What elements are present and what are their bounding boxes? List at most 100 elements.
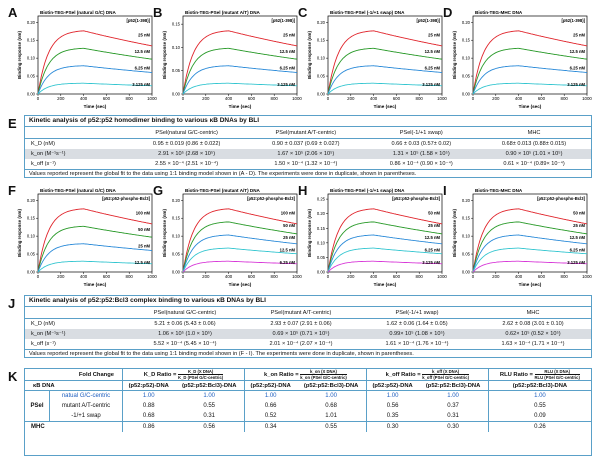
concentration-label: 25 nM bbox=[428, 223, 440, 228]
y-tick-label: 0.15 bbox=[317, 226, 326, 231]
sensorgram-curve bbox=[37, 47, 153, 95]
y-tick-label: 0.05 bbox=[462, 74, 471, 79]
table-cell: 1.62 ± 0.06 (1.64 ± 0.05) bbox=[386, 321, 448, 327]
sensorgram-curve bbox=[182, 247, 298, 273]
panel-letter-g: G bbox=[153, 183, 164, 198]
sub-header: (p52:p52)-DNA bbox=[122, 380, 175, 391]
sensorgram-curve bbox=[472, 247, 588, 273]
y-tick-label: 0.05 bbox=[317, 255, 326, 260]
table-row: MHC 0.86 0.56 0.34 0.55 0.30 0.30 0.26 bbox=[25, 421, 591, 432]
concentration-label: 3.125 nM bbox=[567, 82, 585, 87]
x-tick-label: 200 bbox=[202, 96, 210, 101]
concentration-label: 3.125 nM bbox=[422, 260, 440, 265]
x-tick-label: 0 bbox=[327, 274, 330, 279]
table-cell: 0.55 bbox=[296, 421, 367, 432]
bli-plot-svg: Biotin-TEG-MHC DNA [p52(1-398)] 0 200 400 600… bbox=[452, 10, 592, 109]
panel-letter-d: D bbox=[443, 5, 453, 20]
table-cell: 1.00 bbox=[243, 390, 297, 401]
plot-title: Biotin-TEG-PSel (natural G/C) DNA bbox=[40, 188, 116, 193]
row-name: -1/+1 swap bbox=[71, 413, 101, 419]
table-cell: 1.67 × 10⁵ (2.06 × 10⁵) bbox=[246, 149, 366, 159]
table-e-header: PSel(natural G/C-centric) bbox=[127, 127, 247, 139]
psel-group-label: PSel bbox=[25, 390, 50, 422]
concentration-label: 6.25 nM bbox=[425, 65, 441, 70]
y-tick-label: 0.15 bbox=[172, 22, 181, 27]
plot-frame bbox=[327, 15, 443, 95]
table-cell: 1.06 × 10⁵ (1.0 × 10⁵) bbox=[127, 329, 243, 339]
y-tick-label: 0.20 bbox=[462, 198, 471, 203]
sensorgram-curve bbox=[472, 208, 588, 273]
x-tick-label: 400 bbox=[80, 96, 88, 101]
table-j-header bbox=[25, 307, 127, 319]
concentration-label: 12.5 nM bbox=[280, 49, 296, 54]
concentration-label: 25 nM bbox=[138, 33, 150, 38]
concentration-label: 100 nM bbox=[281, 211, 296, 216]
koff-frac-top: k_off (X DNA) bbox=[422, 369, 470, 375]
table-cell: 0.68 bbox=[325, 403, 337, 409]
concentration-label: 25 nM bbox=[283, 33, 295, 38]
sub-header: (p52:p52:Bcl3)-DNA bbox=[174, 380, 245, 391]
sensorgram-curve bbox=[472, 65, 588, 95]
x-tick-label: 200 bbox=[57, 96, 65, 101]
plot-legend: [p52(1-398)] bbox=[416, 18, 440, 23]
y-tick-label: 0.05 bbox=[27, 252, 36, 257]
table-cell: 0.37 bbox=[447, 403, 459, 409]
concentration-label: 12.5 nM bbox=[135, 260, 151, 265]
plot-frame bbox=[327, 193, 443, 273]
sensorgram-curve bbox=[327, 208, 443, 273]
y-tick-label: 0.00 bbox=[462, 92, 471, 97]
x-tick-label: 600 bbox=[103, 96, 111, 101]
panel-letter-c: C bbox=[298, 5, 308, 20]
panel-letter-i: I bbox=[443, 183, 447, 198]
panel-letter-h: H bbox=[298, 183, 308, 198]
concentration-label: 12.5 nM bbox=[280, 248, 296, 253]
y-tick-label: 0.15 bbox=[317, 38, 326, 43]
table-row: K_D (nM) 0.95 ± 0.019 (0.86 ± 0.022) 0.90 … bbox=[25, 139, 591, 150]
sensorgram-curve bbox=[182, 47, 298, 95]
plot-title: Biotin-TEG-PSel (mutant A/T) DNA bbox=[185, 10, 261, 15]
table-cell: 0.35 bbox=[365, 411, 419, 422]
y-tick-label: 0.00 bbox=[172, 270, 181, 275]
x-tick-label: 0 bbox=[327, 96, 330, 101]
table-cell: 1.31 × 10⁵ (1.58 × 10⁵) bbox=[365, 149, 478, 159]
y-tick-label: 0.10 bbox=[27, 56, 36, 61]
table-cell: 1.01 bbox=[325, 413, 337, 419]
y-tick-label: 0.00 bbox=[317, 270, 326, 275]
table-cell: 1.00 bbox=[365, 390, 419, 401]
bli-plot-f: Biotin-TEG-PSel (natural G/C) DNA [p52:p5… bbox=[16, 184, 158, 288]
sensorgram-curve bbox=[37, 208, 153, 273]
bli-plot-h: Biotin-TEG-PSel (-1/+1 swap) DNA [p52:p52… bbox=[306, 184, 448, 288]
y-tick-label: 0.25 bbox=[317, 197, 326, 202]
sub-header: (p52:p52)-DNA bbox=[365, 380, 419, 391]
y-tick-label: 0.15 bbox=[462, 38, 471, 43]
y-tick-label: 0.20 bbox=[317, 20, 326, 25]
sensorgram-curve bbox=[327, 247, 443, 273]
x-tick-label: 200 bbox=[347, 96, 355, 101]
y-axis-label: Binding response (nm) bbox=[162, 31, 167, 79]
sensorgram-curve bbox=[182, 234, 298, 273]
y-tick-label: 0.00 bbox=[27, 92, 36, 97]
table-cell: 0.62× 10⁵ (0.52 × 10⁵) bbox=[475, 329, 591, 339]
sensorgram-curve bbox=[37, 243, 153, 273]
plot-frame bbox=[182, 193, 298, 273]
x-tick-label: 0 bbox=[37, 96, 40, 101]
table-k-corner: Fold Change bbox=[25, 369, 123, 381]
table-cell: 1.00 bbox=[487, 390, 591, 401]
x-axis-label: Time (sec) bbox=[229, 104, 252, 109]
plot-legend: [p52:p52-phospho-Bcl3] bbox=[537, 196, 586, 201]
x-tick-label: 600 bbox=[248, 274, 256, 279]
sensorgram-curve bbox=[182, 208, 298, 273]
table-cell: k_on (M⁻¹s⁻¹) bbox=[25, 149, 127, 159]
sensorgram-curve bbox=[327, 30, 443, 95]
bli-plot-b: Biotin-TEG-PSel (mutant A/T) DNA [p52(1-3… bbox=[161, 6, 303, 110]
table-cell: 0.30 bbox=[418, 421, 489, 432]
concentration-label: 100 nM bbox=[136, 211, 151, 216]
panel-letter-b: B bbox=[153, 5, 163, 20]
panel-letter-j: J bbox=[8, 296, 16, 311]
bli-plot-svg: Biotin-TEG-PSel (-1/+1 swap) DNA [p52(1-3… bbox=[307, 10, 447, 109]
bli-plot-g: Biotin-TEG-PSel (mutant A/T) DNA [p52:p52… bbox=[161, 184, 303, 288]
table-cell: 0.86 × 10⁻⁴ (0.90 × 10⁻⁴) bbox=[389, 161, 453, 167]
y-tick-label: 0.20 bbox=[172, 198, 181, 203]
sensorgram-curve bbox=[472, 82, 588, 95]
y-axis-label: Binding response (nm) bbox=[452, 31, 457, 79]
